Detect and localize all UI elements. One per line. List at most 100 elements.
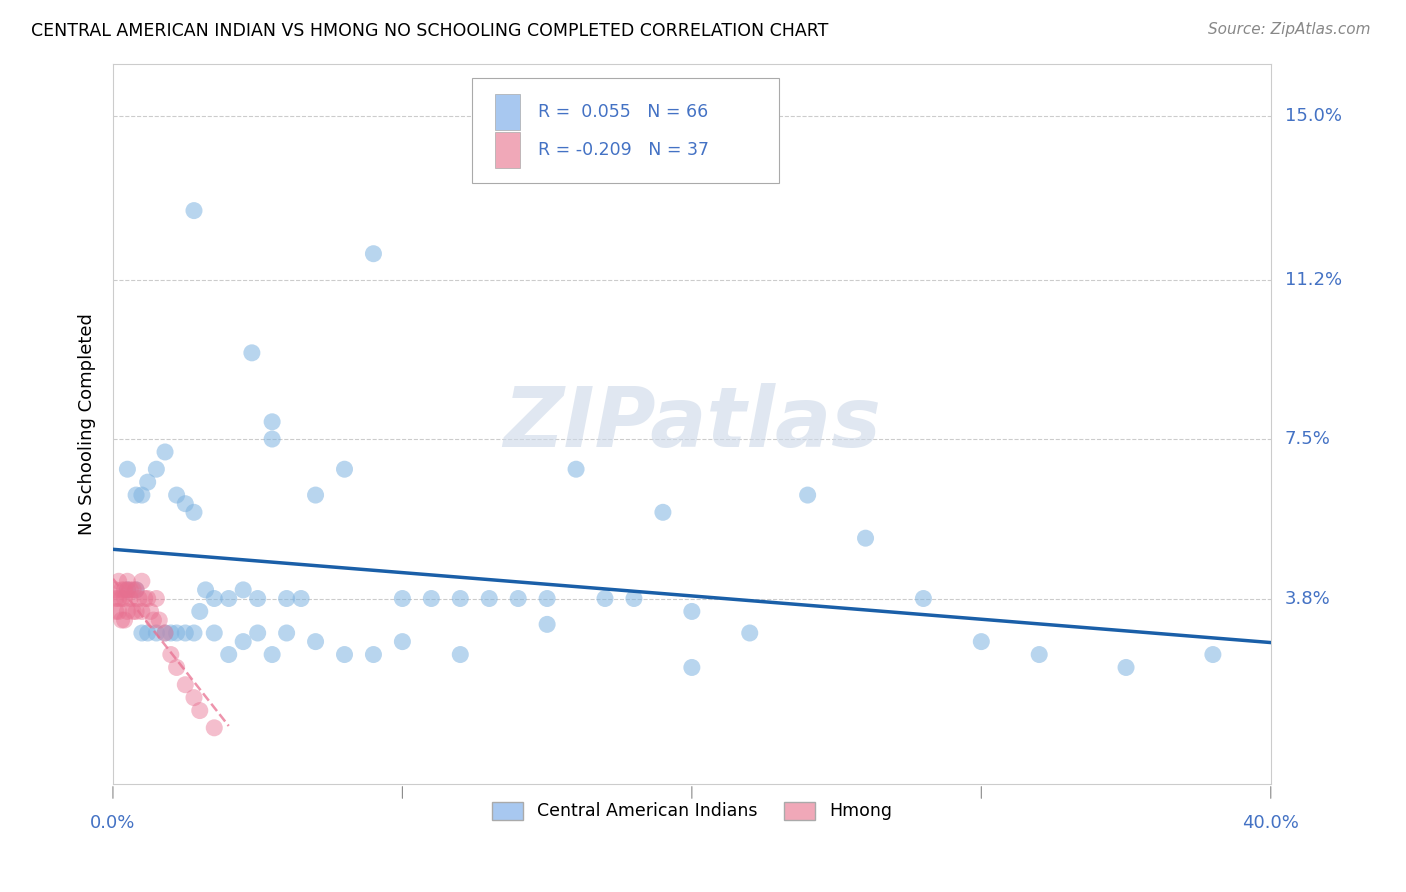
Text: 3.8%: 3.8%	[1285, 590, 1330, 607]
Point	[681, 660, 703, 674]
Point	[970, 634, 993, 648]
Point	[174, 497, 197, 511]
FancyBboxPatch shape	[495, 95, 520, 130]
Text: R =  0.055   N = 66: R = 0.055 N = 66	[538, 103, 709, 121]
Point	[478, 591, 501, 606]
Point	[139, 604, 162, 618]
Point	[420, 591, 443, 606]
Point	[449, 591, 471, 606]
Point	[391, 634, 413, 648]
Point	[159, 648, 181, 662]
Point	[262, 648, 284, 662]
Point	[333, 648, 356, 662]
Point	[125, 604, 148, 618]
Point	[536, 617, 558, 632]
Point	[363, 648, 385, 662]
Legend: Central American Indians, Hmong: Central American Indians, Hmong	[484, 793, 900, 830]
Point	[232, 634, 254, 648]
Text: CENTRAL AMERICAN INDIAN VS HMONG NO SCHOOLING COMPLETED CORRELATION CHART: CENTRAL AMERICAN INDIAN VS HMONG NO SCHO…	[31, 22, 828, 40]
Y-axis label: No Schooling Completed: No Schooling Completed	[79, 313, 96, 535]
Text: ZIPatlas: ZIPatlas	[503, 384, 880, 465]
Point	[125, 488, 148, 502]
Point	[153, 445, 176, 459]
Point	[117, 604, 139, 618]
Point	[131, 488, 153, 502]
Point	[194, 582, 217, 597]
Point	[508, 591, 530, 606]
Point	[290, 591, 312, 606]
Point	[136, 475, 159, 490]
Point	[104, 604, 127, 618]
Point	[246, 626, 269, 640]
Point	[232, 582, 254, 597]
Point	[131, 626, 153, 640]
Point	[188, 604, 211, 618]
Point	[246, 591, 269, 606]
Point	[304, 488, 326, 502]
Point	[128, 591, 150, 606]
Point	[593, 591, 616, 606]
Point	[391, 591, 413, 606]
Point	[145, 591, 167, 606]
FancyBboxPatch shape	[495, 132, 520, 169]
Point	[117, 582, 139, 597]
Point	[1028, 648, 1050, 662]
Point	[738, 626, 761, 640]
Point	[114, 613, 136, 627]
Point	[131, 574, 153, 589]
Point	[125, 582, 148, 597]
Point	[276, 591, 298, 606]
Point	[117, 574, 139, 589]
Point	[174, 678, 197, 692]
Point	[104, 591, 127, 606]
Point	[1202, 648, 1225, 662]
Point	[125, 582, 148, 597]
Point	[166, 660, 188, 674]
Point	[136, 591, 159, 606]
Point	[122, 604, 145, 618]
Point	[1115, 660, 1137, 674]
Point	[202, 721, 225, 735]
Point	[262, 415, 284, 429]
Point	[651, 505, 673, 519]
Point	[218, 591, 240, 606]
Point	[120, 591, 142, 606]
FancyBboxPatch shape	[472, 78, 779, 183]
Point	[166, 488, 188, 502]
Point	[117, 582, 139, 597]
Point	[363, 246, 385, 260]
Point	[262, 432, 284, 446]
Point	[565, 462, 588, 476]
Point	[681, 604, 703, 618]
Point	[183, 690, 205, 705]
Point	[796, 488, 818, 502]
Point	[111, 591, 134, 606]
Point	[134, 591, 156, 606]
Point	[145, 626, 167, 640]
Point	[218, 648, 240, 662]
Text: 15.0%: 15.0%	[1285, 107, 1341, 125]
Point	[153, 626, 176, 640]
Point	[122, 582, 145, 597]
Text: R = -0.209   N = 37: R = -0.209 N = 37	[538, 142, 709, 160]
Point	[111, 582, 134, 597]
Text: 0.0%: 0.0%	[90, 814, 135, 832]
Text: 11.2%: 11.2%	[1285, 270, 1341, 289]
Point	[304, 634, 326, 648]
Point	[120, 582, 142, 597]
Point	[183, 203, 205, 218]
Point	[111, 613, 134, 627]
Point	[183, 626, 205, 640]
Point	[912, 591, 935, 606]
Point	[107, 574, 129, 589]
Text: 40.0%: 40.0%	[1243, 814, 1299, 832]
Point	[117, 462, 139, 476]
Point	[104, 582, 127, 597]
Point	[131, 604, 153, 618]
Point	[333, 462, 356, 476]
Point	[136, 626, 159, 640]
Point	[174, 626, 197, 640]
Point	[148, 613, 170, 627]
Point	[145, 462, 167, 476]
Point	[153, 626, 176, 640]
